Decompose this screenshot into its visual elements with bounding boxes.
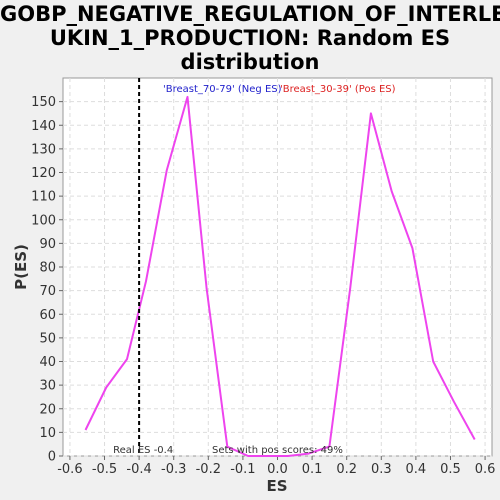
y-tick-label: 20 (39, 402, 56, 417)
x-tick-label: 0.5 (440, 462, 461, 477)
x-tick-label: -0.4 (126, 462, 151, 477)
y-tick-label: 40 (39, 355, 56, 370)
pos-es-label: 'Breast_30-39' (Pos ES) (280, 84, 396, 95)
x-tick-label: -0.2 (196, 462, 221, 477)
y-axis-label: P(ES) (12, 244, 30, 290)
y-tick-label: 30 (39, 379, 56, 394)
x-tick-label: 0.2 (336, 462, 357, 477)
chart-title-line-2: UKIN_1_PRODUCTION: Random ES (49, 26, 451, 50)
grid (63, 78, 492, 457)
y-tick-label: 110 (31, 190, 56, 205)
y-tick-label: 0 (48, 450, 56, 465)
x-tick-label: -0.3 (161, 462, 186, 477)
x-tick-label: -0.5 (92, 462, 117, 477)
axes: -0.6 -0.5 -0.4 -0.3 -0.2 -0.1 0.0 0.1 0.2 0.3 0.4 0… (31, 95, 495, 477)
x-tick-label: 0.4 (406, 462, 427, 477)
y-tick-label: 100 (31, 213, 56, 228)
y-tick-label: 150 (31, 95, 56, 110)
y-tick-label: 80 (39, 261, 56, 276)
chart-title-line-3: distribution (180, 50, 320, 74)
x-tick-label: -0.1 (230, 462, 255, 477)
x-tick-label: 0.6 (475, 462, 496, 477)
x-tick-label: 0.0 (267, 462, 288, 477)
y-tick-label: 140 (31, 119, 56, 134)
y-tick-label: 70 (39, 284, 56, 299)
annotations: Real ES -0.4 'Breast_70-79' (Neg ES)'Brea… (113, 84, 396, 456)
chart-title: GOBP_NEGATIVE_REGULATION_OF_INTERLE UKIN… (0, 2, 500, 74)
y-tick-label: 10 (39, 426, 56, 441)
y-tick-label: 60 (39, 308, 56, 323)
real-es-label: Real ES -0.4 (113, 445, 173, 456)
x-tick-label: 0.3 (371, 462, 392, 477)
x-tick-label: 0.1 (302, 462, 323, 477)
series-layer (84, 78, 476, 457)
x-tick-label: -0.6 (57, 462, 82, 477)
chart-title-line-1: GOBP_NEGATIVE_REGULATION_OF_INTERLE (0, 2, 500, 26)
y-tick-label: 130 (31, 142, 56, 157)
series-line (84, 95, 476, 457)
y-tick-label: 120 (31, 166, 56, 181)
y-tick-label: 50 (39, 331, 56, 346)
y-tick-label: 90 (39, 237, 56, 252)
x-axis-label: ES (266, 477, 287, 495)
neg-es-label: 'Breast_70-79' (Neg ES) (163, 84, 282, 95)
pos-scores-label: Sets with pos scores: 49% (212, 445, 343, 456)
